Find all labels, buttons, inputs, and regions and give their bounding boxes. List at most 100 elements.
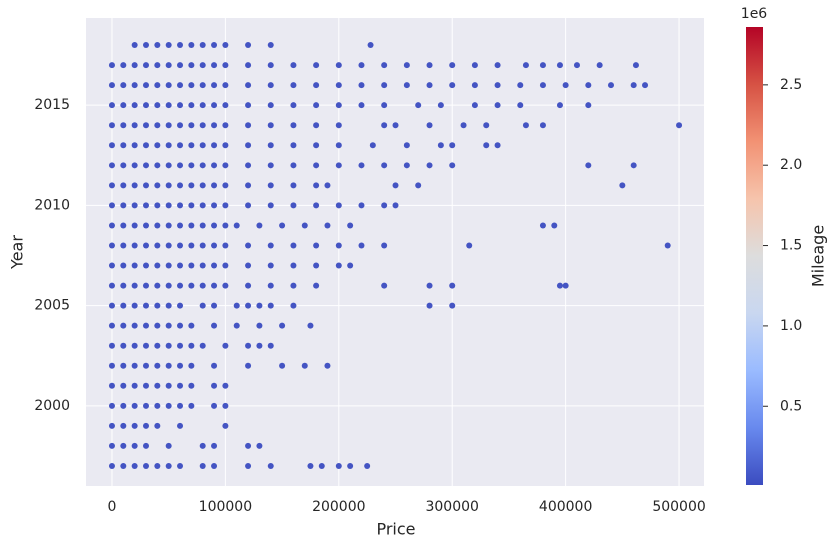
point (381, 122, 388, 129)
point (392, 182, 399, 189)
point (154, 322, 161, 329)
point (222, 62, 229, 69)
point (630, 162, 637, 169)
point (131, 362, 138, 369)
point (188, 222, 195, 229)
point (494, 62, 501, 69)
point (335, 162, 342, 169)
point (437, 102, 444, 109)
point (154, 42, 161, 49)
point (449, 82, 456, 89)
point (199, 182, 206, 189)
point (471, 62, 478, 69)
point (267, 462, 274, 469)
point (120, 342, 127, 349)
point (313, 202, 320, 209)
point (426, 82, 433, 89)
point (233, 302, 240, 309)
point (245, 302, 252, 309)
colorbar-label: Mileage (809, 225, 828, 287)
point (222, 242, 229, 249)
point (267, 302, 274, 309)
point (120, 242, 127, 249)
point (211, 262, 218, 269)
point (131, 322, 138, 329)
point (154, 402, 161, 409)
point (211, 182, 218, 189)
point (108, 142, 115, 149)
point (142, 222, 149, 229)
point (165, 322, 172, 329)
point (517, 102, 524, 109)
point (142, 42, 149, 49)
point (165, 142, 172, 149)
point (211, 62, 218, 69)
point (188, 162, 195, 169)
point (177, 102, 184, 109)
point (358, 242, 365, 249)
point (199, 342, 206, 349)
point (211, 82, 218, 89)
point (301, 222, 308, 229)
point (347, 462, 354, 469)
point (154, 102, 161, 109)
point (483, 142, 490, 149)
point (177, 282, 184, 289)
point (290, 202, 297, 209)
point (154, 342, 161, 349)
point (120, 182, 127, 189)
point (120, 122, 127, 129)
point (131, 342, 138, 349)
point (222, 42, 229, 49)
point (120, 302, 127, 309)
point (199, 122, 206, 129)
point (177, 122, 184, 129)
point (222, 402, 229, 409)
point (381, 62, 388, 69)
point (177, 302, 184, 309)
point (426, 282, 433, 289)
point (177, 162, 184, 169)
point (165, 382, 172, 389)
point (131, 262, 138, 269)
point (279, 362, 286, 369)
point (211, 202, 218, 209)
point (607, 82, 614, 89)
point (313, 62, 320, 69)
point (108, 82, 115, 89)
point (471, 82, 478, 89)
point (177, 322, 184, 329)
point (449, 282, 456, 289)
point (165, 182, 172, 189)
point (222, 102, 229, 109)
point (188, 342, 195, 349)
point (199, 142, 206, 149)
point (551, 222, 558, 229)
point (120, 162, 127, 169)
point (165, 102, 172, 109)
point (199, 162, 206, 169)
point (335, 462, 342, 469)
point (245, 62, 252, 69)
point (562, 282, 569, 289)
point (222, 122, 229, 129)
point (381, 162, 388, 169)
point (131, 42, 138, 49)
point (108, 422, 115, 429)
point (290, 262, 297, 269)
point (256, 442, 263, 449)
point (522, 62, 529, 69)
point (222, 142, 229, 149)
point (142, 202, 149, 209)
point (539, 122, 546, 129)
point (539, 62, 546, 69)
point (188, 142, 195, 149)
point (347, 222, 354, 229)
point (562, 82, 569, 89)
point (245, 262, 252, 269)
point (131, 462, 138, 469)
point (313, 122, 320, 129)
point (188, 62, 195, 69)
point (108, 282, 115, 289)
points (108, 42, 683, 469)
